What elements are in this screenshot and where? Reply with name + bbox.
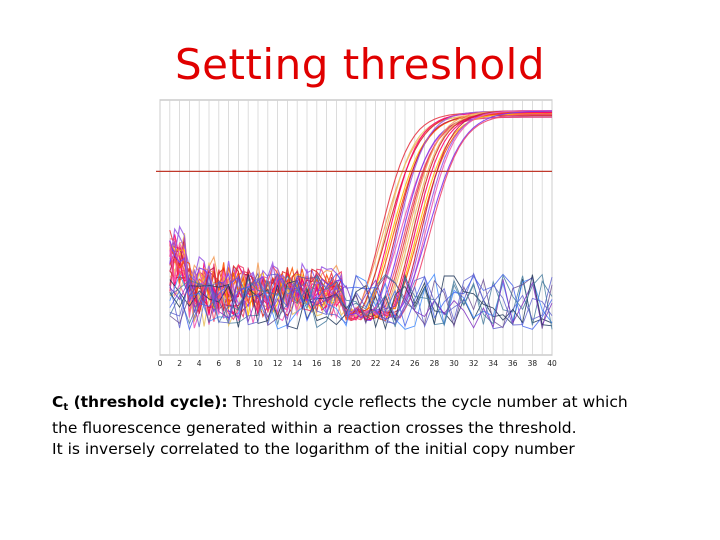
amplification-plot: 0 2 4 6 8 10 12 14 16 18 20 22 24 26 28 30 32 34 36 38 40 bbox=[156, 99, 557, 368]
x-tick-label: 22 bbox=[371, 359, 381, 368]
x-tick-label: 16 bbox=[312, 359, 322, 368]
ct-term-subscript: t bbox=[63, 402, 69, 413]
x-tick-label: 10 bbox=[253, 359, 263, 368]
ct-term-main: C bbox=[52, 393, 64, 411]
x-tick-label: 0 bbox=[158, 359, 163, 368]
x-tick-label: 6 bbox=[216, 359, 221, 368]
non-amplified-curve bbox=[169, 273, 553, 330]
x-tick-label: 36 bbox=[508, 359, 518, 368]
ct-definition-line3: It is inversely correlated to the logari… bbox=[52, 440, 575, 458]
non-amplified-curve bbox=[169, 272, 553, 331]
x-tick-label: 34 bbox=[488, 359, 498, 368]
amplification-curves bbox=[169, 109, 553, 331]
non-amplified-curve bbox=[169, 274, 553, 329]
slide-title: Setting threshold bbox=[174, 40, 546, 89]
non-amplified-curve bbox=[169, 273, 553, 330]
x-axis-ticks: 0 2 4 6 8 10 12 14 16 18 20 22 24 26 28 30 32 34 36 38 40 bbox=[158, 359, 557, 368]
ct-term-paren: (threshold cycle): bbox=[68, 393, 228, 411]
ct-definition-line1: Threshold cycle reflects the cycle numbe… bbox=[227, 393, 628, 411]
x-tick-label: 24 bbox=[390, 359, 400, 368]
x-tick-label: 2 bbox=[177, 359, 182, 368]
x-tick-label: 14 bbox=[292, 359, 302, 368]
x-tick-label: 4 bbox=[197, 359, 202, 368]
x-tick-label: 26 bbox=[410, 359, 420, 368]
x-tick-label: 40 bbox=[547, 359, 557, 368]
ct-definition: Ct (threshold cycle): Threshold cycle re… bbox=[52, 392, 702, 460]
x-tick-label: 8 bbox=[236, 359, 241, 368]
x-tick-label: 28 bbox=[430, 359, 440, 368]
non-amplified-curve bbox=[169, 273, 553, 329]
amplified-curve bbox=[169, 110, 552, 318]
x-tick-label: 20 bbox=[351, 359, 361, 368]
non-amplified-curve bbox=[169, 273, 553, 330]
ct-term: Ct (threshold cycle): bbox=[52, 393, 228, 413]
x-tick-label: 18 bbox=[332, 359, 342, 368]
x-tick-label: 12 bbox=[273, 359, 283, 368]
ct-definition-line2: the fluorescence generated within a reac… bbox=[52, 419, 577, 437]
non-amplified-curve bbox=[169, 273, 553, 330]
x-tick-label: 38 bbox=[528, 359, 538, 368]
amplified-curve bbox=[169, 113, 552, 322]
x-tick-label: 30 bbox=[449, 359, 459, 368]
x-tick-label: 32 bbox=[469, 359, 479, 368]
